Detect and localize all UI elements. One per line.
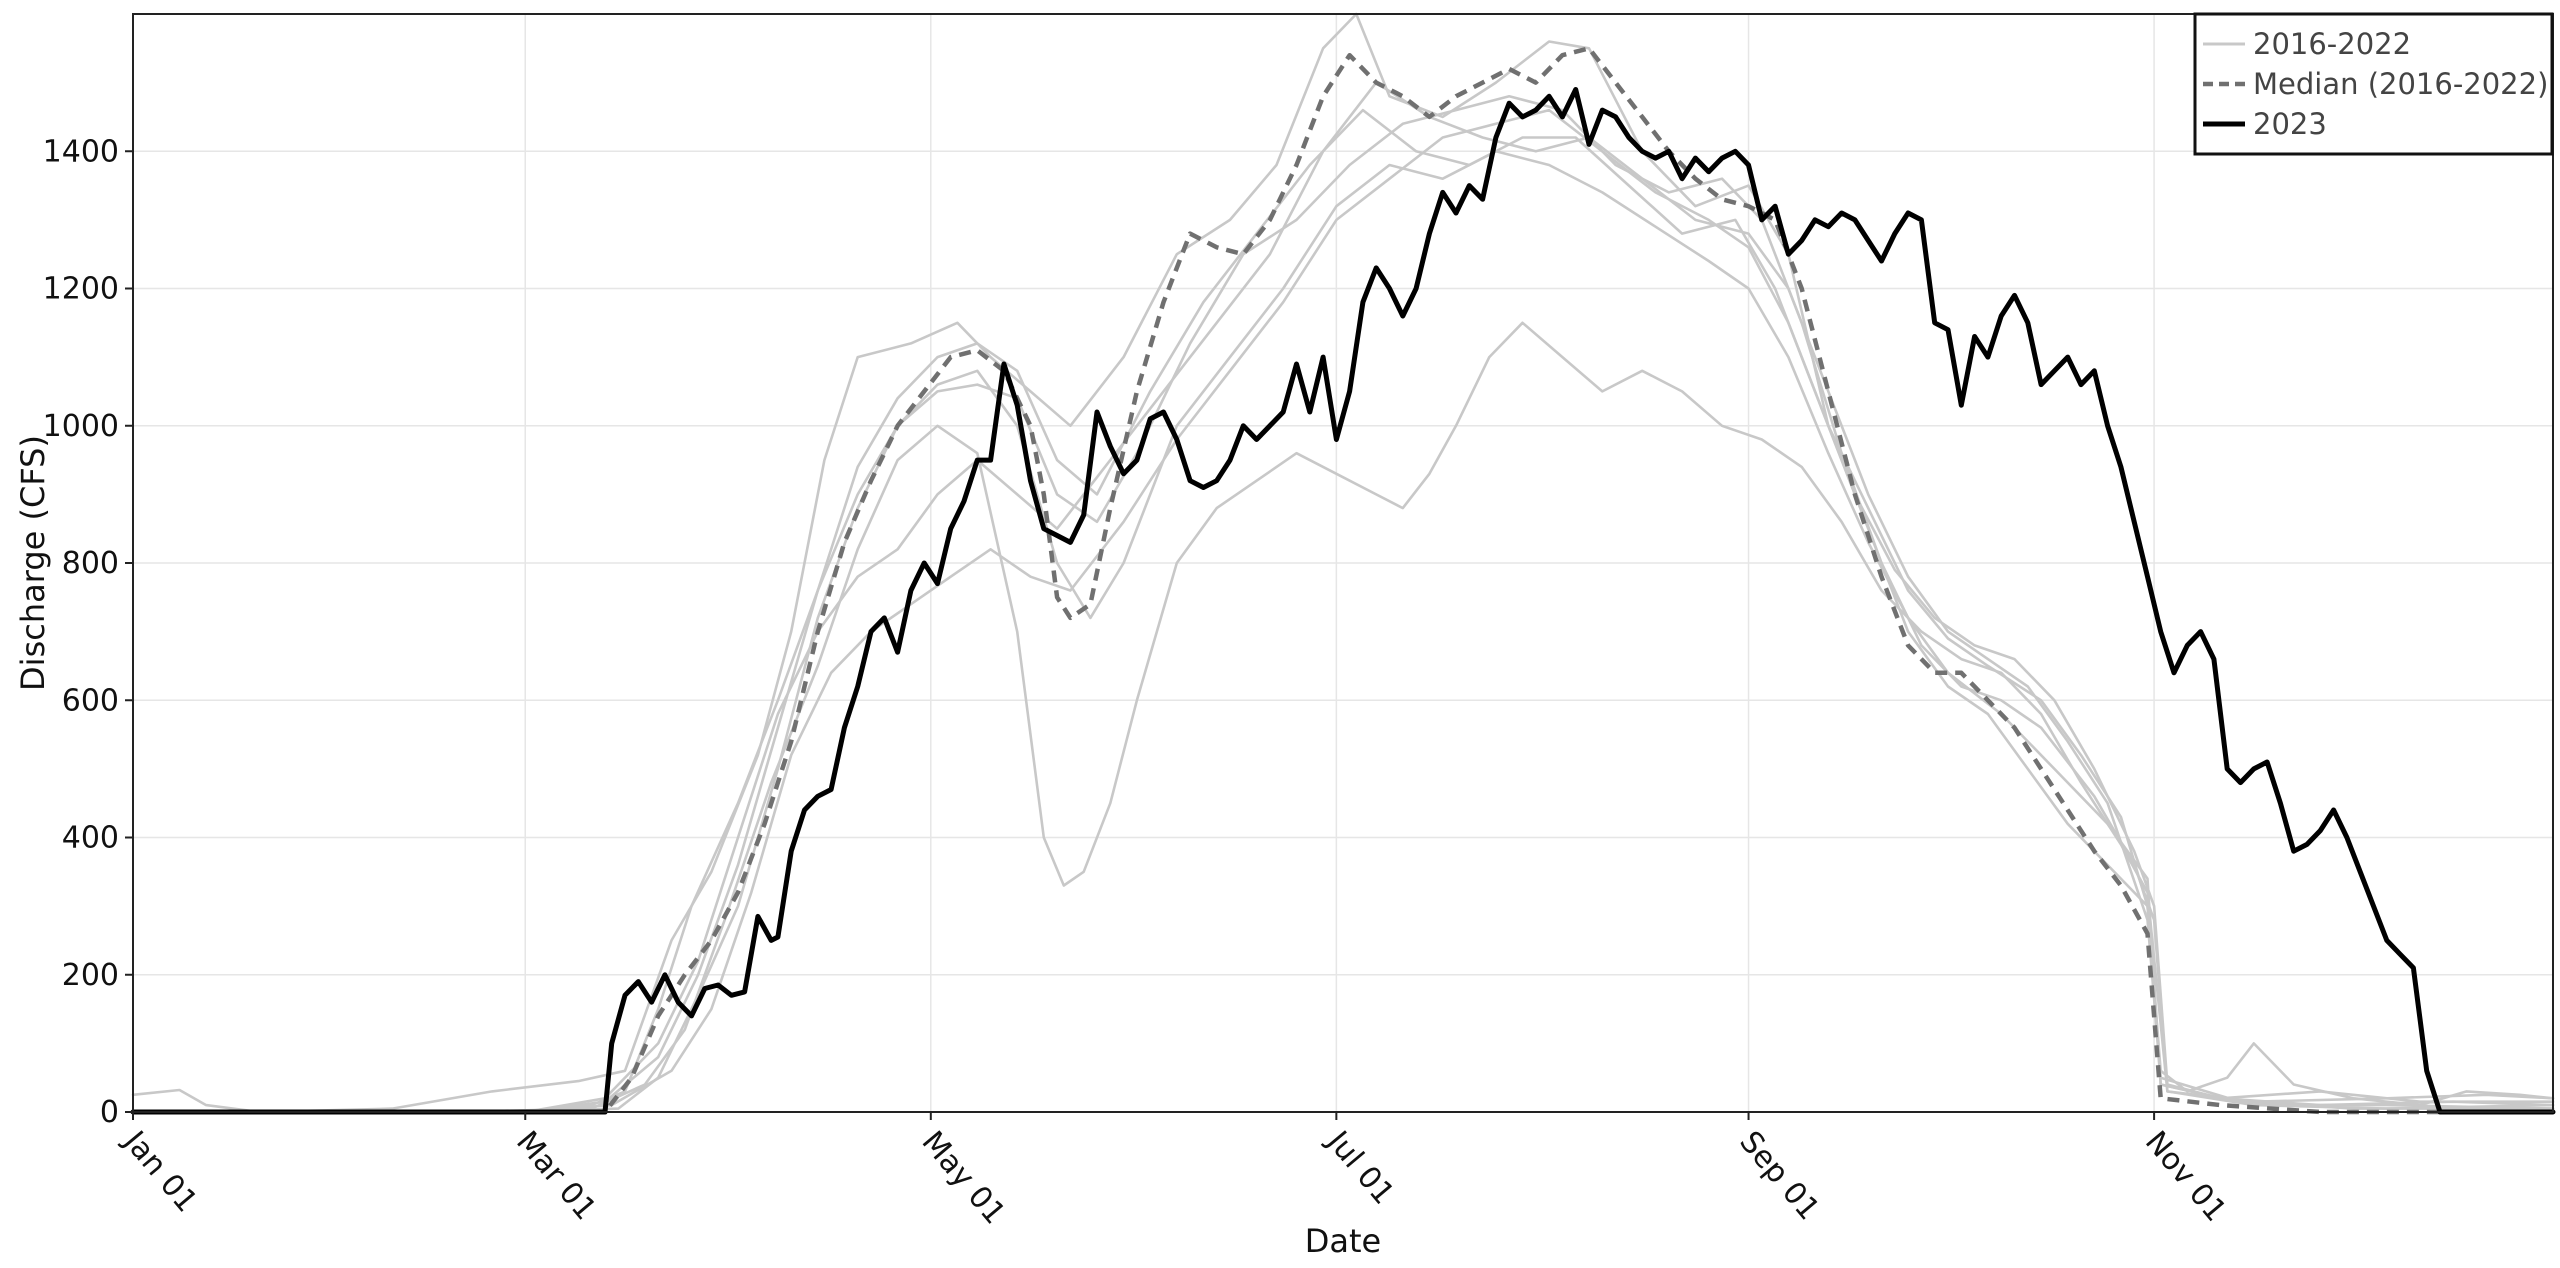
x-axis-ticks: Jan 01 Mar 01 May 01 Jul 01 Sep 01 Nov 01 xyxy=(116,1112,2233,1232)
y-tick-label: 800 xyxy=(62,546,119,581)
series-line-historical xyxy=(131,108,2555,1114)
y-tick-label: 200 xyxy=(62,958,119,993)
x-tick-label: Jan 01 xyxy=(116,1123,204,1219)
legend-box xyxy=(2193,12,2554,156)
series-line-historical xyxy=(131,12,2555,1114)
series-line-historical xyxy=(131,108,2555,1114)
x-axis-title: Date xyxy=(1305,1222,1381,1260)
y-tick-label: 1000 xyxy=(43,409,119,444)
series-line-2023 xyxy=(130,87,2556,1115)
x-tick-label: Mar 01 xyxy=(509,1125,603,1227)
y-tick-label: 600 xyxy=(62,683,119,718)
grid-lines xyxy=(132,14,2553,1113)
y-axis-ticks: 0 200 400 600 800 1000 1200 1400 xyxy=(43,134,133,1130)
legend-label: 2016-2022 xyxy=(2253,27,2411,61)
series-line-historical xyxy=(131,95,2555,1114)
series-line-historical xyxy=(131,321,2555,1114)
x-tick-label: Nov 01 xyxy=(2138,1125,2233,1229)
y-axis-title: Discharge (CFS) xyxy=(14,435,52,691)
y-tick-label: 0 xyxy=(100,1095,119,1130)
y-tick-label: 400 xyxy=(62,821,119,856)
series-line-historical xyxy=(131,81,2555,1114)
series-line-historical xyxy=(131,150,2555,1114)
x-tick-label: Jul 01 xyxy=(1319,1123,1401,1211)
x-tick-label: Sep 01 xyxy=(1732,1125,1826,1227)
series-layer xyxy=(130,12,2556,1115)
x-tick-label: May 01 xyxy=(915,1125,1012,1232)
y-tick-label: 1200 xyxy=(43,272,119,307)
legend: 2016-2022 Median (2016-2022) 2023 xyxy=(2193,12,2554,156)
legend-label: Median (2016-2022) xyxy=(2253,67,2548,101)
y-tick-label: 1400 xyxy=(43,134,119,169)
series-line-median xyxy=(133,46,2553,1115)
legend-label: 2023 xyxy=(2253,107,2327,141)
